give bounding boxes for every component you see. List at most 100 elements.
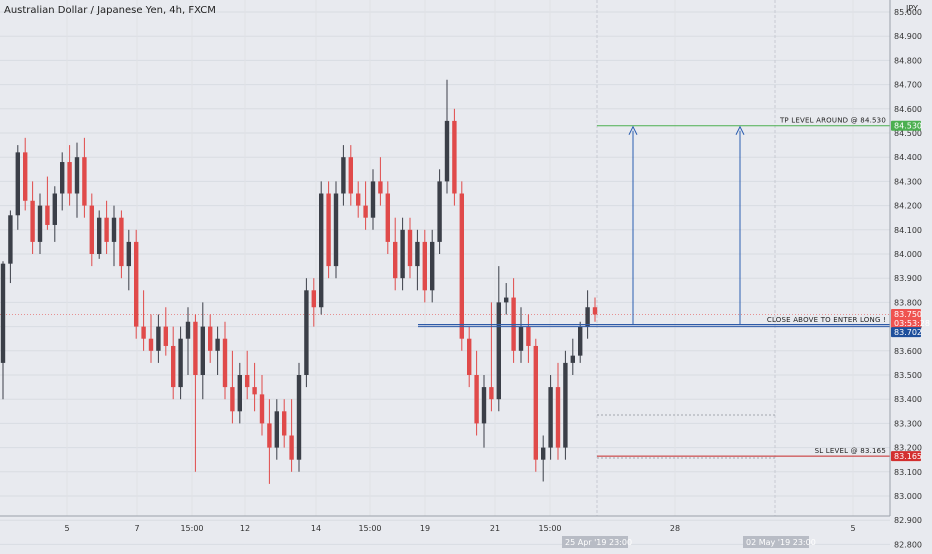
candle-body [74,157,80,194]
candle [97,210,102,259]
start-time-label-text: 25 Apr '19 23:00 [565,538,632,547]
candle-body [541,447,546,460]
price-axis[interactable]: JPY 85.000 84.900 84.800 84.700 84.600 84.500… [889,0,932,550]
target-arrows[interactable] [628,125,745,325]
price-tick-label: 83.600 [894,347,922,356]
price-tick-label: 82.800 [894,540,922,549]
candle [319,181,324,315]
candle-body [200,326,205,375]
candle [178,326,183,400]
price-tick-label: 83.000 [894,492,922,501]
price-tick-label: 82.900 [894,516,922,525]
candle-body [356,193,361,206]
candle-body [444,120,450,182]
chart-title: Australian Dollar / Japanese Yen, 4h, FX… [4,5,216,16]
entry-price-tag: 83.702 [891,327,922,338]
tp-price-tag: 84.530 [891,120,922,131]
price-tick-label: 85.000 [894,8,922,17]
end-time-label: 02 May '19 23:00 [743,536,816,548]
trade-overlays[interactable]: TP LEVEL AROUND @ 84.530 CLOSE ABOVE TO … [418,117,890,459]
candle [8,210,13,284]
time-tick-label: 12 [240,524,250,533]
tp-price-tag-text: 84.530 [894,122,922,131]
candle-body [467,338,472,375]
candle [555,362,561,460]
candle-body [489,387,494,400]
price-tick-label: 83.900 [894,274,922,283]
candle-body [578,326,583,356]
candle [496,266,501,412]
tp-price-tag-bg [891,120,921,131]
time-tick-label: 28 [670,524,680,533]
start-time-label: 25 Apr '19 23:00 [562,536,632,548]
candle-body [222,338,228,388]
candle [585,290,590,339]
candle [341,145,346,206]
candle-body [82,157,87,206]
candle-body [193,321,198,375]
time-tick-label: 14 [311,524,321,533]
candle-body [282,411,287,436]
candle [89,193,94,267]
time-axis[interactable]: 5 7 15:00 12 14 15:00 19 21 15:00 28 5 25 Apr '19 … [0,515,890,548]
candle-body [274,411,279,448]
candle-body [504,297,509,303]
candle-body [333,193,339,267]
candle-body [60,162,65,194]
candle [422,229,427,303]
candle-body [452,120,457,194]
candle-body [141,326,146,339]
candle-body [119,217,124,267]
candle [274,399,279,460]
candle-body [319,193,324,308]
candle [52,186,57,242]
candle-body [208,326,213,351]
candle-body [178,338,183,388]
arrow-head[interactable] [628,125,638,135]
candle [489,302,494,412]
price-tick-label: 84.100 [894,226,922,235]
candles [0,79,598,484]
candle-body [393,241,398,279]
candle-body [67,162,72,194]
price-tick-label: 83.500 [894,371,922,380]
candle [185,307,191,375]
candle [237,362,242,424]
candle-body [407,229,413,267]
candle [296,362,302,472]
time-tick-label: 21 [490,524,500,533]
candle [267,399,272,484]
tp-annotation[interactable]: TP LEVEL AROUND @ 84.530 [779,117,886,125]
candle-body [252,387,257,395]
candle-body [592,307,598,315]
candle-body [570,355,575,363]
candle-body [126,241,131,267]
candle [526,314,531,363]
price-tick-label: 83.200 [894,444,922,453]
candle-body [245,375,250,388]
time-tick-label: 15:00 [358,524,381,533]
sl-annotation[interactable]: SL LEVEL @ 83.165 [815,447,886,455]
candle [230,350,235,424]
current-price-tag-text: 83.750 [894,310,922,319]
candle [134,229,139,339]
candle-body [296,375,302,460]
candle [570,338,575,375]
price-tick-labels: 85.000 84.900 84.800 84.700 84.600 84.500 84.4… [894,8,922,549]
candle-body [341,157,346,194]
candle [82,137,87,218]
time-tick-label: 5 [64,524,69,533]
arrow-head[interactable] [735,125,745,135]
candle [304,278,309,388]
time-tick-labels: 5 7 15:00 12 14 15:00 19 21 15:00 28 5 [64,524,855,533]
candle [459,181,464,351]
candle [141,290,146,351]
candle [200,302,205,400]
candle-body [23,152,28,201]
entry-annotation[interactable]: CLOSE ABOVE TO ENTER LONG ! [767,316,886,324]
candle-body [156,326,161,351]
